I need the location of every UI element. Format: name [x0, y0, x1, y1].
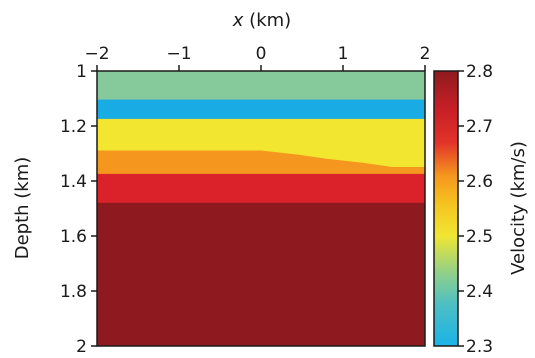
y-axis-label: Depth (km)	[12, 157, 33, 260]
colorbar	[433, 70, 459, 347]
colorbar-tick-label: 2.3	[466, 337, 493, 354]
y-tick-label: 1.4	[60, 172, 87, 192]
x-axis-label-var: x	[232, 10, 244, 31]
colorbar-label: Velocity (km/s)	[508, 141, 529, 275]
colorbar-tick-label: 2.8	[466, 62, 493, 82]
x-axis: −2 −1 0 1 2	[84, 44, 430, 71]
velocity-layer-4	[96, 173, 426, 204]
x-axis-label: x (km)	[232, 10, 291, 31]
y-tick-label: 1.8	[60, 282, 87, 302]
x-tick-label: 1	[338, 44, 349, 64]
colorbar-axis: 2.3 2.4 2.5 2.6 2.7 2.8	[458, 62, 493, 357]
y-tick-label: 1	[76, 62, 87, 82]
y-tick-label: 2	[76, 337, 87, 354]
velocity-layer-0	[96, 70, 426, 101]
colorbar-tick-label: 2.4	[466, 282, 493, 302]
y-axis: 1 1.2 1.4 1.6 1.8 2	[60, 62, 97, 357]
colorbar-tick-label: 2.6	[466, 172, 493, 192]
x-tick-label: −2	[84, 44, 109, 64]
colorbar-tick-label: 2.5	[466, 227, 493, 247]
colorbar-tick-label: 2.7	[466, 117, 493, 137]
y-tick-label: 1.6	[60, 227, 87, 247]
x-tick-label: 2	[420, 44, 431, 64]
velocity-layers	[96, 70, 426, 347]
y-tick-label: 1.2	[60, 117, 87, 137]
x-axis-label-unit: (km)	[243, 10, 291, 31]
x-tick-label: −1	[166, 44, 191, 64]
x-tick-label: 0	[256, 44, 267, 64]
velocity-layer-5	[96, 202, 426, 347]
velocity-layer-1	[96, 99, 426, 120]
